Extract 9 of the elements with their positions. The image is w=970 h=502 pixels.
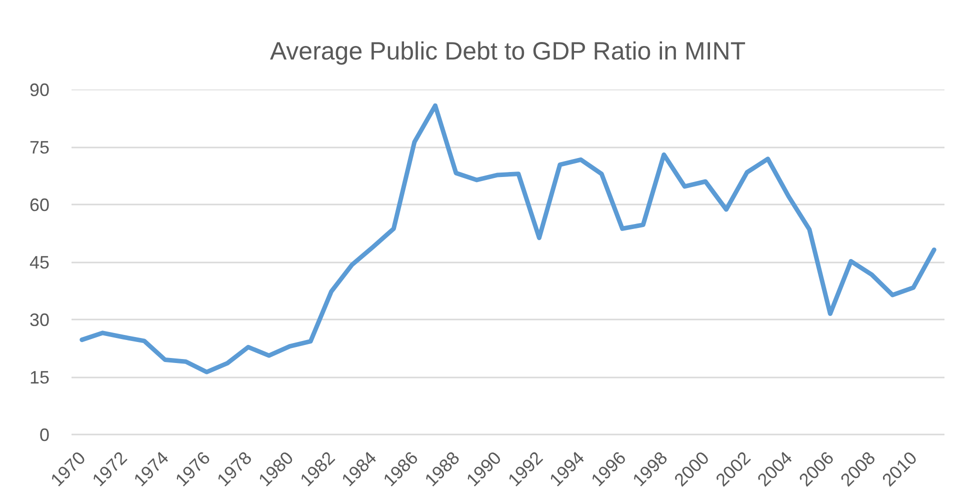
y-tick-label: 60 — [29, 195, 50, 215]
y-tick-label: 30 — [29, 310, 50, 330]
y-tick-label: 15 — [29, 368, 50, 388]
y-tick-label: 0 — [39, 425, 50, 445]
chart-title: Average Public Debt to GDP Ratio in MINT — [270, 38, 746, 66]
line-series — [80, 103, 936, 374]
y-tick-label: 75 — [29, 138, 50, 158]
y-tick-label: 45 — [29, 252, 50, 272]
y-tick-label: 90 — [29, 80, 50, 100]
